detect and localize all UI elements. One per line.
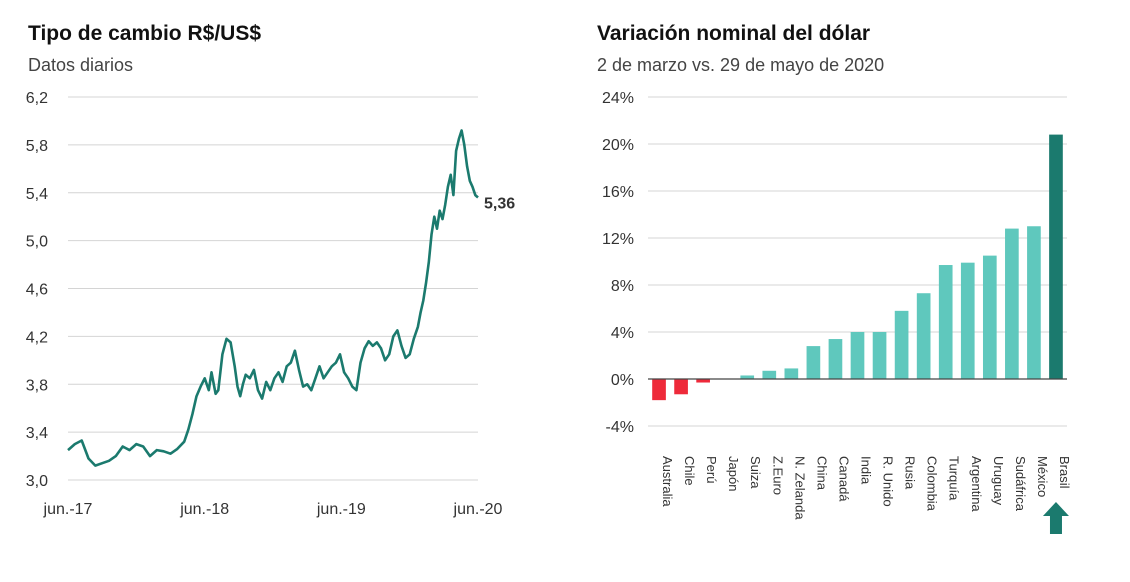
x-tick-label: jun.-20 xyxy=(453,501,503,518)
bar-chile xyxy=(674,379,688,395)
x-tick-label: jun.-18 xyxy=(179,501,229,518)
y-tick-label: 12% xyxy=(602,231,634,248)
bar-uruguay xyxy=(982,255,997,379)
bar-australia xyxy=(652,379,666,401)
category-label: Uruguay xyxy=(991,456,1006,506)
y-tick-label: 4,2 xyxy=(26,329,48,346)
bar-r-unido xyxy=(872,332,887,379)
category-label: India xyxy=(859,456,874,485)
up-arrow-icon xyxy=(1042,502,1069,534)
bar-sud-frica xyxy=(1005,228,1019,379)
y-tick-label: 3,8 xyxy=(26,377,48,394)
y-tick-label: 5,8 xyxy=(26,138,48,155)
y-tick-label: 24% xyxy=(602,90,634,107)
category-label: Rusia xyxy=(903,456,918,490)
category-label: N. Zelanda xyxy=(792,456,807,520)
bar-colombia xyxy=(916,293,931,379)
y-tick-label: 3,4 xyxy=(26,425,48,442)
y-tick-label: 3,0 xyxy=(26,473,48,490)
y-tick-label: 5,4 xyxy=(26,186,48,203)
y-tick-label: 4,6 xyxy=(26,282,48,299)
y-tick-label: 16% xyxy=(602,184,634,201)
category-label: Chile xyxy=(682,456,697,486)
category-label: R. Unido xyxy=(881,456,896,507)
category-label: Turquía xyxy=(947,456,962,501)
category-label: China xyxy=(814,456,829,491)
y-tick-label: 6,2 xyxy=(26,90,48,107)
category-label: Z.Euro xyxy=(770,456,785,495)
y-tick-label: 4% xyxy=(611,325,634,342)
bar-n-zelanda xyxy=(784,368,799,379)
y-tick-label: 0% xyxy=(611,372,634,389)
bar-per- xyxy=(696,379,710,383)
bar-rusia xyxy=(894,310,909,379)
category-label: Perú xyxy=(704,456,719,483)
bar-brasil xyxy=(1049,134,1063,379)
category-label: Australia xyxy=(660,456,675,507)
category-label: Argentina xyxy=(969,456,984,512)
category-label: Suiza xyxy=(748,456,763,489)
category-label: Sudáfrica xyxy=(1013,456,1028,512)
y-tick-label: 5,0 xyxy=(26,234,48,251)
last-value-label: 5,36 xyxy=(484,196,515,213)
x-tick-label: jun.-19 xyxy=(316,501,366,518)
exchange-rate-line-chart: 3,0 3,4 3,8 4,2 4,6 5,0 5,4 5,8 6,2 jun.-17 jun.-1… xyxy=(26,90,515,518)
category-label: Canadá xyxy=(836,456,851,502)
bar-china xyxy=(806,346,821,379)
right-chart-title: Variación nominal del dólar xyxy=(597,22,871,45)
bar-m-xico xyxy=(1027,226,1041,379)
left-chart-subtitle: Datos diarios xyxy=(28,55,134,75)
y-tick-label: -4% xyxy=(606,419,634,436)
bar-z-euro xyxy=(762,370,777,379)
category-label: Colombia xyxy=(925,456,940,512)
y-tick-label: 20% xyxy=(602,137,634,154)
right-chart-subtitle: 2 de marzo vs. 29 de mayo de 2020 xyxy=(597,55,885,75)
bar-canad- xyxy=(828,339,843,379)
category-label: Japón xyxy=(726,456,741,491)
category-label: Brasil xyxy=(1057,456,1072,489)
y-tick-label: 8% xyxy=(611,278,634,295)
category-label: México xyxy=(1035,456,1050,497)
exchange-rate-series-line xyxy=(67,129,479,467)
x-tick-label: jun.-17 xyxy=(43,501,93,518)
bar-argentina xyxy=(960,262,975,379)
bar-suiza xyxy=(740,375,755,379)
bar-india xyxy=(850,332,865,379)
left-chart-title: Tipo de cambio R$/US$ xyxy=(28,22,261,45)
bar-turqu-a xyxy=(938,265,953,379)
dollar-variation-bar-chart: -4% 0% 4% 8% 12% 16% 20% 24% Australia Chile Perú J… xyxy=(602,90,1072,534)
